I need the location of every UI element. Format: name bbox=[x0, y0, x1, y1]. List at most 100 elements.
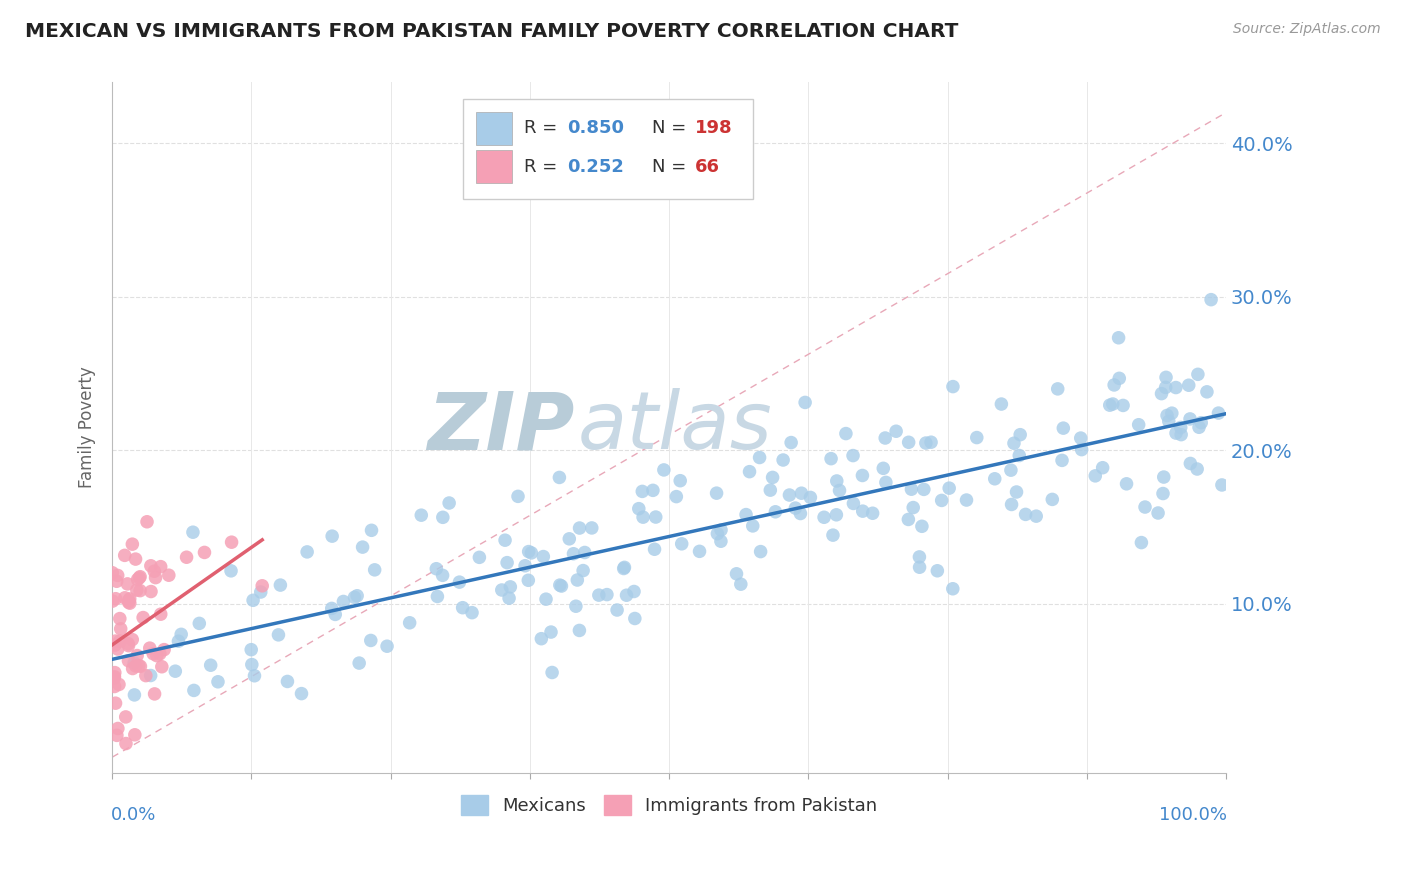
Text: Source: ZipAtlas.com: Source: ZipAtlas.com bbox=[1233, 22, 1381, 37]
Point bbox=[765, 505, 787, 519]
Point bbox=[1154, 370, 1177, 384]
Point bbox=[425, 562, 447, 576]
Point bbox=[332, 594, 354, 608]
Text: 0.0%: 0.0% bbox=[111, 805, 156, 823]
Point bbox=[631, 484, 654, 499]
Point bbox=[104, 665, 127, 680]
Point bbox=[363, 563, 385, 577]
Point bbox=[908, 560, 931, 574]
Point bbox=[149, 647, 172, 661]
FancyBboxPatch shape bbox=[477, 150, 512, 184]
Point bbox=[903, 500, 925, 515]
Point bbox=[494, 533, 516, 548]
Point bbox=[1052, 421, 1074, 435]
Point bbox=[1195, 384, 1218, 399]
Point bbox=[1112, 399, 1135, 413]
Point bbox=[107, 642, 129, 657]
Point bbox=[468, 550, 491, 565]
Point bbox=[565, 599, 588, 614]
Point bbox=[1152, 486, 1174, 500]
Point bbox=[548, 578, 571, 592]
Point bbox=[568, 521, 591, 535]
Point bbox=[531, 549, 554, 564]
Point bbox=[1115, 476, 1137, 491]
Point bbox=[1108, 371, 1130, 385]
Text: 100.0%: 100.0% bbox=[1159, 805, 1227, 823]
Point bbox=[432, 510, 454, 524]
Point bbox=[581, 521, 603, 535]
Point bbox=[1070, 431, 1092, 445]
Text: 0.252: 0.252 bbox=[567, 158, 623, 176]
Point bbox=[107, 568, 129, 582]
Point bbox=[496, 556, 519, 570]
Point bbox=[912, 483, 935, 497]
Point bbox=[1091, 460, 1114, 475]
Point bbox=[1211, 478, 1233, 492]
Point bbox=[541, 665, 564, 680]
Point bbox=[931, 493, 953, 508]
Point bbox=[558, 532, 581, 546]
Y-axis label: Family Poverty: Family Poverty bbox=[79, 367, 96, 488]
Point bbox=[872, 461, 894, 475]
Point bbox=[129, 659, 152, 673]
Point bbox=[955, 493, 977, 508]
Point bbox=[136, 515, 159, 529]
FancyBboxPatch shape bbox=[477, 112, 512, 145]
Point bbox=[517, 544, 540, 558]
Point bbox=[789, 507, 811, 521]
Point bbox=[121, 537, 143, 551]
Point bbox=[990, 397, 1012, 411]
Point bbox=[240, 642, 263, 657]
Point bbox=[778, 488, 800, 502]
Point bbox=[652, 463, 675, 477]
Point bbox=[1101, 397, 1123, 411]
Point bbox=[835, 426, 858, 441]
Point bbox=[101, 566, 124, 580]
Point bbox=[710, 534, 733, 549]
Point bbox=[641, 483, 664, 498]
Point bbox=[347, 656, 370, 670]
Point bbox=[135, 668, 157, 682]
Point bbox=[165, 664, 187, 678]
Point bbox=[117, 577, 139, 591]
Point bbox=[749, 544, 772, 558]
Point bbox=[219, 564, 242, 578]
Point bbox=[562, 547, 585, 561]
Point bbox=[104, 591, 127, 606]
Point bbox=[243, 669, 266, 683]
Point bbox=[1130, 535, 1153, 549]
Point bbox=[242, 593, 264, 607]
Point bbox=[183, 683, 205, 698]
Point bbox=[114, 591, 136, 605]
Point bbox=[897, 512, 920, 526]
Point bbox=[323, 607, 346, 622]
Point bbox=[613, 561, 636, 575]
Point bbox=[108, 611, 131, 625]
Point bbox=[114, 710, 136, 724]
Point bbox=[942, 582, 965, 596]
Point bbox=[129, 583, 152, 598]
Point bbox=[1000, 463, 1022, 477]
Point bbox=[143, 687, 166, 701]
Point bbox=[689, 544, 711, 558]
Point bbox=[103, 680, 125, 694]
Point bbox=[1025, 509, 1047, 524]
Point bbox=[1133, 500, 1156, 514]
Point bbox=[644, 542, 666, 557]
Point bbox=[426, 590, 449, 604]
Point bbox=[530, 632, 553, 646]
Point bbox=[920, 435, 942, 450]
Point bbox=[780, 435, 803, 450]
Point bbox=[1199, 293, 1222, 307]
Point bbox=[983, 472, 1005, 486]
Point bbox=[104, 634, 127, 648]
Point bbox=[741, 519, 763, 533]
Point bbox=[110, 622, 132, 636]
Point bbox=[107, 722, 129, 736]
Point bbox=[122, 656, 145, 670]
Point bbox=[346, 589, 368, 603]
Point bbox=[1170, 420, 1192, 434]
Point bbox=[506, 489, 529, 503]
Point bbox=[1164, 426, 1187, 441]
Point bbox=[375, 639, 398, 653]
